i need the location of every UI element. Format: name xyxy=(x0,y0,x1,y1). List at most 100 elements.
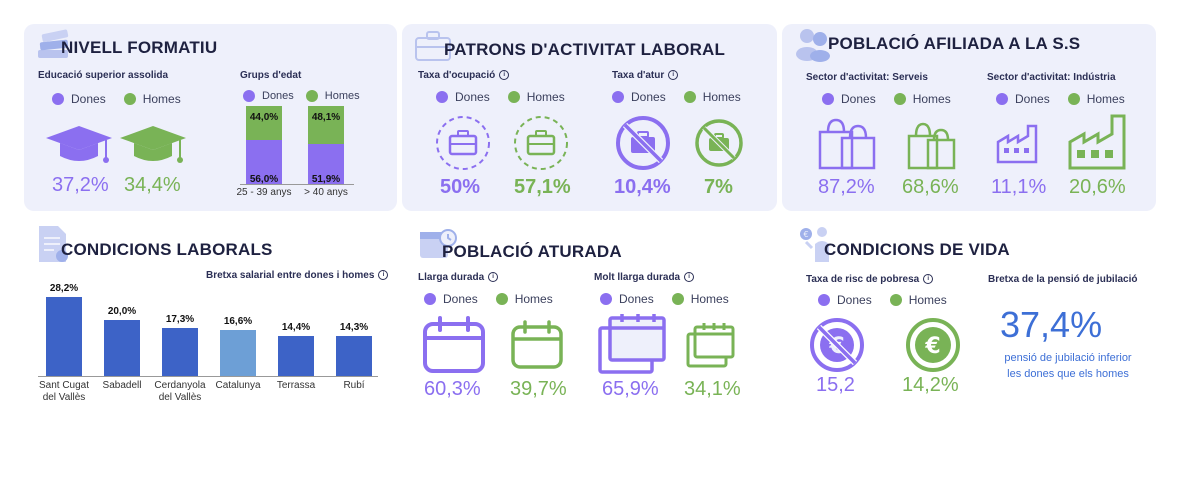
info-icon[interactable]: i xyxy=(378,270,389,280)
bar-category-label: Sabadell xyxy=(102,380,142,391)
legend-dones: Dones xyxy=(443,292,478,306)
legend-grups: Dones Homes xyxy=(243,90,360,102)
subtitle-bretxa: Bretxa salarial entre dones i homes i xyxy=(206,270,389,281)
dones-dot xyxy=(996,93,1008,105)
dones-dot xyxy=(612,91,624,103)
briefcase-icon xyxy=(415,31,451,61)
card-poblacio-afiliada: POBLACIÓ AFILIADA A LA S.S Sector d'acti… xyxy=(782,24,1156,211)
stack-bar-label: 56,0% xyxy=(249,174,279,185)
info-icon[interactable]: i xyxy=(499,70,510,80)
bretxa-pensio-value: 37,4% xyxy=(1000,304,1103,345)
molt-dones-value: 65,9% xyxy=(602,378,659,400)
section-condicions-vida: € CONDICIONS DE VIDA Taxa de risc de pob… xyxy=(782,222,1156,422)
legend-homes: Homes xyxy=(702,90,741,104)
homes-dot xyxy=(683,91,696,103)
briefcase-dashed-circle-icon xyxy=(436,116,490,170)
legend-homes: Homes xyxy=(912,92,951,106)
legend-dones: Dones xyxy=(631,90,666,104)
euro-coin-icon: € xyxy=(906,318,960,372)
legend-homes: Homes xyxy=(690,292,729,306)
bar-value-label: 20,0% xyxy=(107,306,137,317)
dones-dot xyxy=(243,90,255,102)
homes-dot xyxy=(507,91,520,103)
homes-dot xyxy=(893,93,906,105)
subtitle-educacio: Educació superior assolida xyxy=(38,70,169,81)
x-axis xyxy=(240,184,354,185)
bar-chart-bretxa: 28,2% Sant Cugat del Vallès 20,0% Sabadell 17… xyxy=(34,280,384,410)
no-briefcase-icon xyxy=(695,119,743,167)
bar-value-label: 16,6% xyxy=(223,315,253,327)
shopping-bags-icon xyxy=(907,122,956,170)
subtitle-industria: Sector d'activitat: Indústria xyxy=(987,72,1116,83)
industria-homes-value: 20,6% xyxy=(1069,176,1126,198)
dones-dot xyxy=(424,293,436,305)
stack-x-label: 25 - 39 anys xyxy=(236,187,292,198)
homes-dot xyxy=(671,293,684,305)
books-icon xyxy=(38,29,69,58)
subtitle-risc: Taxa de risc de pobresa i xyxy=(806,274,934,285)
dones-dot xyxy=(600,293,612,305)
info-icon[interactable]: i xyxy=(668,70,679,80)
bar-value-label: 14,4% xyxy=(281,321,311,333)
stack-bar-segment xyxy=(246,140,282,184)
legend-homes: Homes xyxy=(514,292,553,306)
atur-homes-value: 7% xyxy=(704,176,733,198)
shopping-bags-icon xyxy=(818,118,876,170)
ocupacio-dones-value: 50% xyxy=(440,176,481,198)
section-title: NIVELL FORMATIU xyxy=(61,38,218,57)
section-title: CONDICIONS DE VIDA xyxy=(824,240,1010,259)
bar-category-label: Sant Cugat del Vallès xyxy=(38,380,90,403)
people-icon xyxy=(796,29,830,62)
legend-dones: Dones xyxy=(262,90,294,102)
document-icon xyxy=(39,226,68,262)
stack-bar-label: 44,0% xyxy=(249,112,279,123)
stack-bar-segment xyxy=(308,143,344,184)
legend: Dones Homes xyxy=(600,292,729,306)
section-condicions-laborals: CONDICIONS LABORALS Bretxa salarial entr… xyxy=(24,222,397,422)
bar-category-label: Catalunya xyxy=(215,380,261,391)
subtitle-ocupacio: Taxa d'ocupació i xyxy=(418,70,510,81)
section-poblacio-aturada: POBLACIÓ ATURADA Llarga durada i Molt lla… xyxy=(402,222,777,422)
section-title: CONDICIONS LABORALS xyxy=(61,240,273,259)
bretxa-pensio-text: pensió de jubilació inferior les dones q… xyxy=(988,350,1148,382)
llarga-homes-value: 39,7% xyxy=(510,378,567,400)
bar-value-label: 28,2% xyxy=(49,283,79,295)
bar-value-label: 17,3% xyxy=(165,313,195,325)
legend-dones: Dones xyxy=(1015,92,1050,106)
svg-text:€: € xyxy=(924,334,940,359)
graduation-cap-icon xyxy=(46,126,112,163)
info-icon[interactable]: i xyxy=(488,272,499,282)
homes-dot xyxy=(1067,93,1080,105)
calendars-stack-icon xyxy=(598,314,666,374)
legend-homes: Homes xyxy=(142,92,181,106)
homes-dot xyxy=(889,294,902,306)
legend-homes: Homes xyxy=(526,90,565,104)
bar xyxy=(162,327,198,376)
section-title: POBLACIÓ AFILIADA A LA S.S xyxy=(828,34,1081,53)
stack-bar-label: 51,9% xyxy=(311,174,341,185)
section-title: PATRONS D'ACTIVITAT LABORAL xyxy=(444,40,726,59)
dones-value: 37,2% xyxy=(52,174,109,196)
no-euro-icon: € xyxy=(810,318,864,372)
person-money-icon: € xyxy=(800,227,829,262)
subtitle-atur: Taxa d'atur i xyxy=(612,70,679,81)
legend: Dones Homes xyxy=(818,293,947,307)
calendar-icon xyxy=(423,316,485,373)
factory-icon xyxy=(1068,114,1126,170)
bar xyxy=(278,335,314,376)
legend-homes: Homes xyxy=(324,90,360,102)
calendar-icon xyxy=(511,320,563,369)
no-briefcase-icon xyxy=(616,116,670,170)
subtitle-serveis: Sector d'activitat: Serveis xyxy=(806,72,928,83)
info-icon[interactable]: i xyxy=(684,272,695,282)
homes-dot xyxy=(123,93,136,105)
legend-homes: Homes xyxy=(908,293,947,307)
industria-dones-value: 11,1% xyxy=(991,176,1047,198)
legend-dones: Dones xyxy=(837,293,872,307)
bar xyxy=(220,329,256,376)
info-icon[interactable]: i xyxy=(923,274,934,284)
legend: Dones Homes xyxy=(436,90,565,104)
bar-category-label: Cerdanyola del Vallès xyxy=(154,380,206,403)
dones-dot xyxy=(436,91,448,103)
homes-value: 34,4% xyxy=(124,174,181,196)
